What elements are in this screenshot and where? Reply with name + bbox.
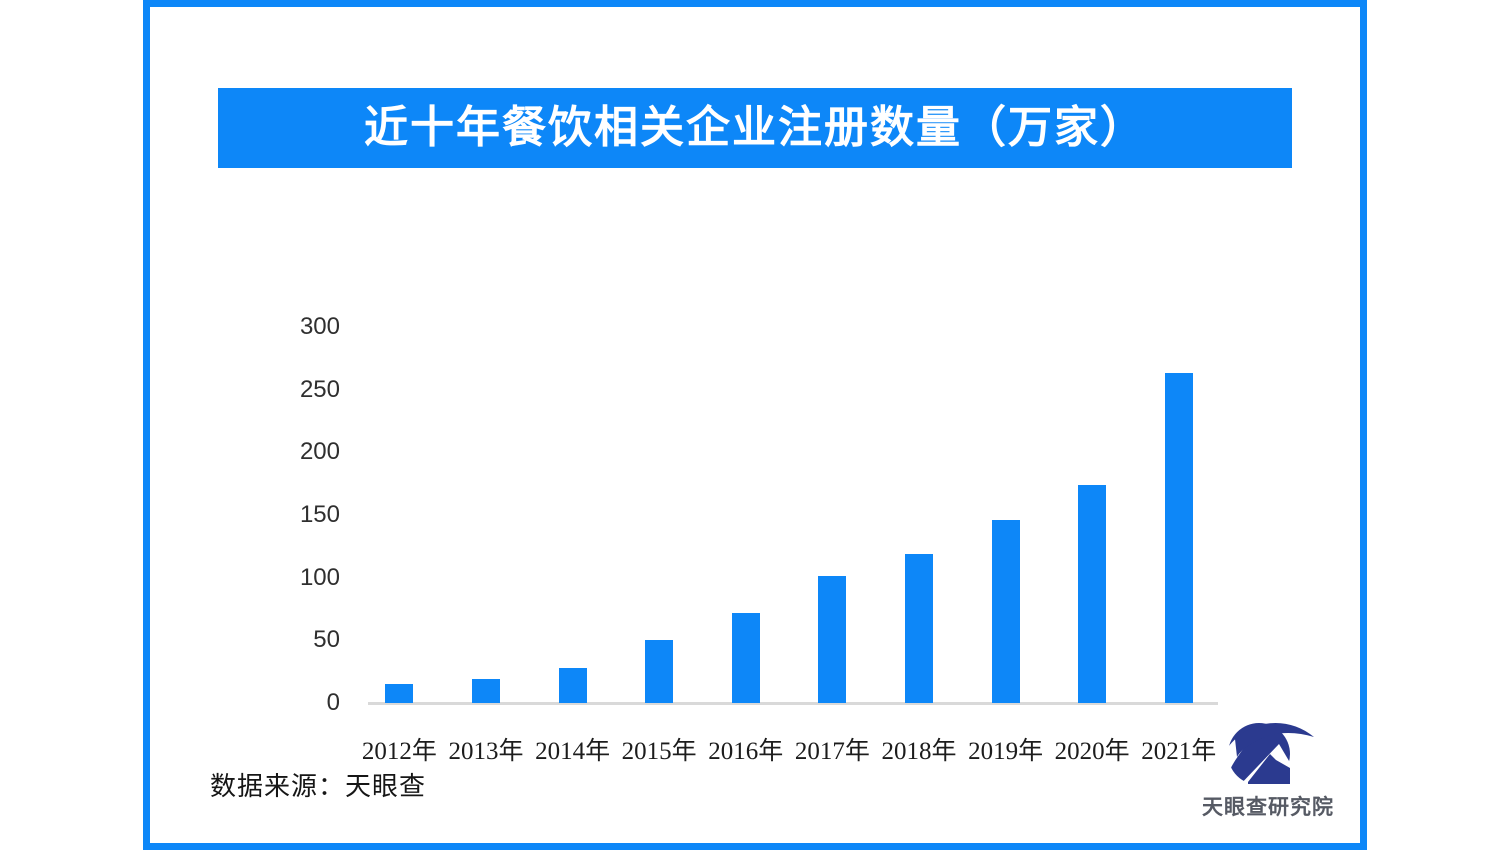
- y-axis-tick: 50: [313, 626, 340, 654]
- logo-label: 天眼查研究院: [1202, 796, 1334, 819]
- source-note: 数据来源：天眼查: [210, 771, 427, 801]
- bar: [1164, 373, 1193, 703]
- bar: [818, 576, 847, 703]
- bar: [991, 520, 1020, 703]
- y-axis-tick: 100: [299, 563, 340, 591]
- y-axis-tick: 0: [326, 689, 340, 716]
- x-axis-label: 2013年: [448, 738, 524, 765]
- bar: [731, 613, 760, 703]
- y-axis-tick: 250: [299, 375, 340, 403]
- bar: [645, 640, 674, 703]
- x-axis-label: 2014年: [535, 738, 611, 765]
- bar: [905, 554, 933, 703]
- bar: [558, 668, 587, 703]
- x-axis-line: [368, 702, 1218, 705]
- tianyancha-eye-icon: [1226, 722, 1314, 788]
- x-axis-label: 2021年: [1141, 738, 1217, 765]
- y-axis-tick: 200: [299, 438, 340, 466]
- bar: [1078, 485, 1107, 703]
- x-axis-label: 2012年: [361, 738, 437, 765]
- x-axis-label: 2017年: [794, 738, 870, 765]
- x-axis-label: 2016年: [708, 738, 784, 765]
- y-axis-tick: 300: [299, 313, 340, 340]
- tianyancha-logo: 天眼查研究院: [1198, 712, 1338, 821]
- bar: [385, 684, 414, 703]
- x-axis-label: 2020年: [1054, 738, 1130, 765]
- page-title: 近十年餐饮相关企业注册数量（万家）: [364, 103, 1146, 152]
- x-axis-label: 2015年: [621, 738, 697, 765]
- bar: [472, 679, 500, 703]
- x-axis-label: 2018年: [881, 738, 957, 765]
- title-banner: 近十年餐饮相关企业注册数量（万家）: [218, 88, 1292, 168]
- x-axis-label: 2019年: [968, 738, 1044, 765]
- y-axis-tick: 150: [299, 501, 340, 528]
